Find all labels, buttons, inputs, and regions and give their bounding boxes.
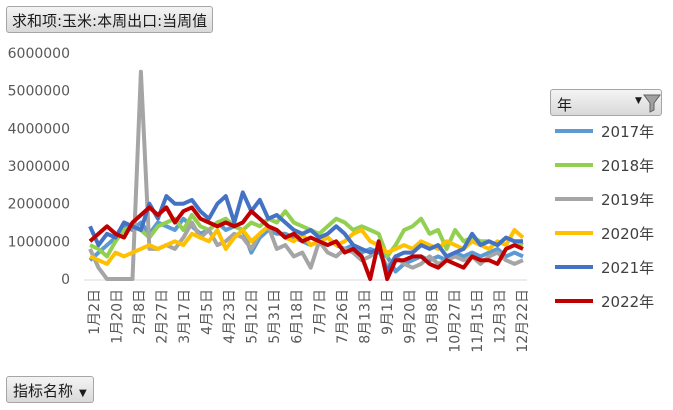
legend-swatch: [555, 163, 593, 167]
x-tick-label: 9月1日: [380, 289, 396, 335]
x-tick-label: 5月31日: [267, 289, 283, 344]
x-tick-label: 7月7日: [312, 289, 328, 335]
legend-field-button[interactable]: 年 ▼: [550, 89, 662, 116]
x-tick-label: 2月27日: [155, 289, 171, 344]
x-tick-label: 2月8日: [132, 289, 148, 335]
legend-label: 2017年: [601, 123, 655, 141]
x-tick-label: 4月23日: [222, 289, 238, 344]
y-tick-label: 4000000: [8, 121, 70, 137]
x-tick-label: 12月3日: [492, 289, 508, 344]
value-field-button[interactable]: 求和项:玉米:本周出口:当周值: [6, 6, 214, 33]
legend-item[interactable]: 2018年: [555, 154, 665, 176]
legend-item[interactable]: 2020年: [555, 222, 665, 244]
legend-item[interactable]: 2022年: [555, 290, 665, 312]
legend-item[interactable]: 2021年: [555, 256, 665, 278]
legend-label: 2022年: [601, 293, 655, 311]
series-line-2018年: [89, 209, 524, 259]
x-tick-label: 9月20日: [402, 289, 418, 344]
legend-field-label: 年: [557, 96, 573, 114]
x-tick-label: 10月8日: [425, 289, 441, 344]
x-tick-label: 7月26日: [335, 289, 351, 344]
legend-swatch: [555, 231, 593, 235]
x-tick-label: 12月22日: [515, 289, 531, 353]
dropdown-arrow-icon: ▼: [635, 96, 642, 106]
x-tick-label: 1月20日: [110, 289, 126, 344]
x-tick-label: 4月5日: [200, 289, 216, 335]
series-line-2021年: [88, 190, 523, 274]
x-axis-tick-labels: 1月2日 1月20日 2月8日 2月27日 3月17日 4月5日 4月23日 5月12日 5月3…: [87, 289, 531, 353]
legend-item[interactable]: 2017年: [555, 120, 665, 142]
y-tick-label: 1000000: [8, 234, 70, 250]
y-tick-label: 6000000: [8, 46, 70, 62]
value-field-label: 求和项:玉米:本周出口:当周值: [12, 12, 208, 30]
axis-field-label: 指标名称: [13, 382, 74, 400]
x-tick-label: 5月12日: [245, 289, 261, 344]
legend-label: 2018年: [601, 157, 655, 175]
x-tick-label: 1月2日: [87, 289, 103, 335]
legend-swatch: [555, 197, 593, 201]
y-tick-label: 3000000: [8, 159, 70, 175]
dropdown-arrow-icon: ▼: [79, 388, 87, 399]
legend-label: 2020年: [601, 225, 655, 243]
legend-label: 2021年: [601, 259, 655, 277]
y-tick-label: 0: [61, 272, 70, 288]
x-tick-label: 8月13日: [357, 289, 373, 344]
legend-swatch: [555, 265, 593, 269]
legend-swatch: [555, 129, 593, 133]
y-axis-tick-labels: 0 1000000 2000000 3000000 4000000 5000000 6000…: [8, 46, 70, 288]
axis-field-button[interactable]: 指标名称 ▼: [6, 376, 94, 403]
series-line-2022年: [88, 205, 524, 281]
y-tick-label: 2000000: [8, 197, 70, 213]
y-tick-label: 5000000: [8, 84, 70, 100]
legend-item[interactable]: 2019年: [555, 188, 665, 210]
x-tick-label: 3月17日: [177, 289, 193, 344]
x-tick-label: 6月18日: [290, 289, 306, 344]
x-tick-label: 10月27日: [447, 289, 463, 353]
series-lines: [88, 69, 525, 281]
legend-label: 2019年: [601, 191, 655, 209]
x-tick-label: 11月15日: [470, 289, 486, 353]
filter-icon: [643, 94, 661, 113]
legend-swatch: [555, 299, 593, 303]
